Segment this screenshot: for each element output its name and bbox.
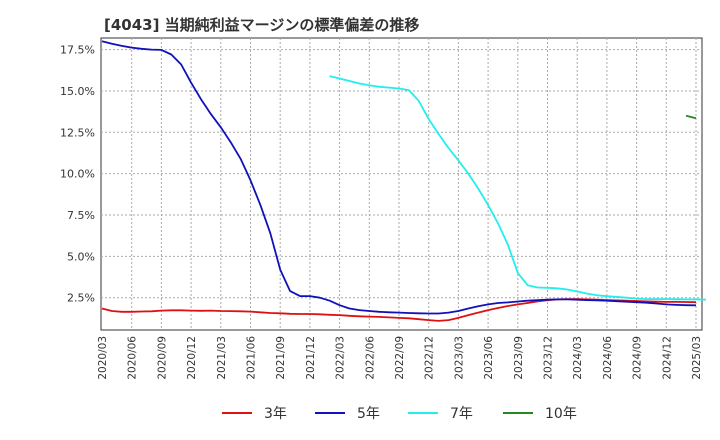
x-tick-label: 2020/03 xyxy=(97,336,109,380)
y-tick-label: 12.5% xyxy=(60,126,95,139)
x-tick-label: 2025/03 xyxy=(691,336,703,380)
legend: 3年 5年 7年 10年 xyxy=(0,403,720,427)
x-tick-label: 2023/12 xyxy=(543,336,555,380)
legend-label-10y: 10年 xyxy=(545,406,577,422)
x-tick-label: 2024/03 xyxy=(572,336,584,380)
y-tick-label: 15.0% xyxy=(60,85,95,98)
x-tick-label: 2024/06 xyxy=(602,336,614,380)
x-tick-label: 2022/12 xyxy=(424,336,436,380)
x-tick-label: 2024/09 xyxy=(632,336,644,380)
series-line-10年 xyxy=(685,114,697,120)
y-tick-label: 2.5% xyxy=(67,292,95,305)
x-tick-label: 2020/09 xyxy=(156,336,168,380)
legend-item-7y: 7年 xyxy=(408,403,473,423)
x-axis-ticks: 2020/03 2020/06 2020/09 2020/12 2021/03 2021/… xyxy=(97,336,703,380)
legend-swatch-5y xyxy=(315,412,345,414)
x-tick-label: 2021/06 xyxy=(246,336,258,380)
chart-title: [4043] 当期純利益マージンの標準偏差の推移 xyxy=(104,16,420,34)
y-tick-label: 17.5% xyxy=(60,44,95,57)
legend-item-5y: 5年 xyxy=(315,403,380,423)
legend-swatch-3y xyxy=(222,412,252,414)
x-tick-label: 2023/03 xyxy=(453,336,465,380)
x-tick-label: 2022/06 xyxy=(364,336,376,380)
x-tick-label: 2021/09 xyxy=(275,336,287,380)
series-line-5年 xyxy=(101,40,697,315)
legend-swatch-10y xyxy=(503,412,533,414)
x-tick-label: 2023/06 xyxy=(483,336,495,380)
legend-swatch-7y xyxy=(408,412,438,414)
x-tick-label: 2021/03 xyxy=(216,336,228,380)
x-tick-label: 2020/06 xyxy=(127,336,139,380)
grid-layer xyxy=(101,38,702,330)
legend-label-5y: 5年 xyxy=(357,406,380,422)
y-tick-label: 7.5% xyxy=(67,209,95,222)
x-tick-label: 2024/12 xyxy=(661,336,673,380)
x-tick-label: 2022/03 xyxy=(335,336,347,380)
x-tick-label: 2020/12 xyxy=(186,336,198,380)
plot-area-frame xyxy=(100,37,703,331)
legend-item-3y: 3年 xyxy=(222,403,287,423)
x-tick-label: 2022/09 xyxy=(394,336,406,380)
series-line-7年 xyxy=(329,75,706,301)
legend-label-3y: 3年 xyxy=(264,406,287,422)
y-tick-label: 5.0% xyxy=(67,250,95,263)
legend-item-10y: 10年 xyxy=(503,403,577,423)
x-tick-label: 2023/09 xyxy=(513,336,525,380)
y-axis-ticks: 2.5% 5.0% 7.5% 10.0% 12.5% 15.0% 17.5% xyxy=(60,44,95,305)
x-tick-label: 2021/12 xyxy=(305,336,317,380)
y-tick-label: 10.0% xyxy=(60,168,95,181)
legend-label-7y: 7年 xyxy=(450,406,473,422)
series-layer xyxy=(101,40,706,322)
